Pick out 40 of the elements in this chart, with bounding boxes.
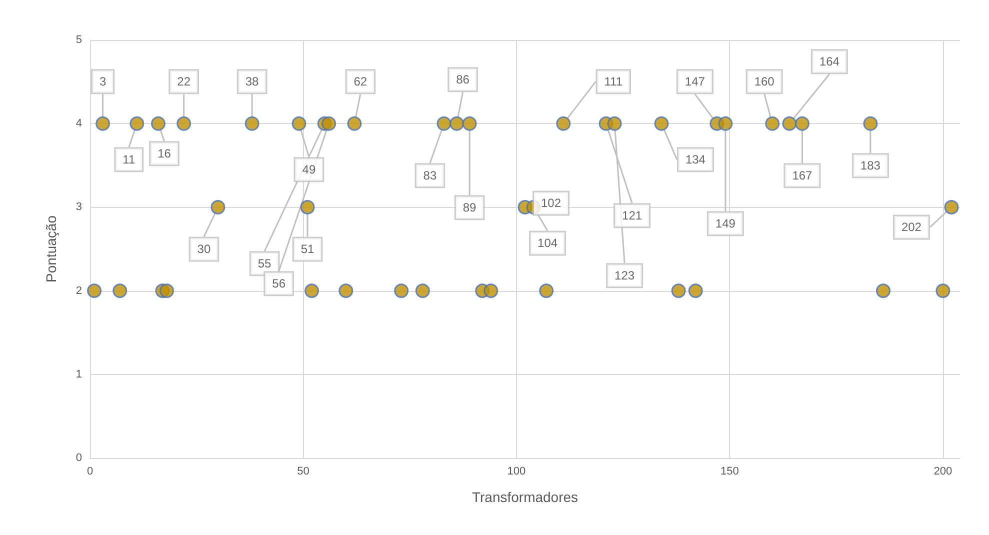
annotation: 22 — [177, 74, 191, 89]
annotation: 55 — [258, 256, 272, 271]
annotation: 160 — [754, 74, 775, 89]
annotation: 38 — [245, 74, 260, 89]
annotation: 56 — [272, 276, 286, 291]
y-tick-label: 5 — [76, 34, 82, 46]
annotation: 49 — [302, 162, 316, 177]
annotation: 30 — [197, 242, 211, 256]
annotation: 83 — [423, 168, 437, 183]
x-tick-label: 150 — [720, 466, 739, 478]
y-tick-label: 4 — [76, 118, 82, 130]
x-tick-label: 200 — [934, 466, 952, 478]
annotation: 147 — [684, 74, 706, 89]
annotation: 183 — [860, 158, 881, 173]
x-tick-label: 0 — [86, 466, 94, 478]
annotation: 62 — [354, 74, 368, 89]
annotation: 86 — [456, 72, 470, 87]
annotation: 164 — [819, 54, 840, 69]
annotation: 111 — [604, 74, 623, 89]
x-axis-title: Transformadores — [472, 489, 578, 505]
annotation: 121 — [622, 208, 642, 223]
annotation: 134 — [685, 152, 706, 167]
y-tick-label: 0 — [76, 452, 82, 464]
y-tick-label: 1 — [76, 368, 82, 380]
annotation: 202 — [901, 220, 922, 234]
x-tick-label: 50 — [297, 466, 310, 478]
x-tick-label: 100 — [507, 466, 526, 478]
annotation: 149 — [715, 216, 736, 231]
annotation: 16 — [158, 146, 172, 161]
annotation: 102 — [540, 196, 562, 210]
annotation: 123 — [614, 268, 635, 283]
annotation: 3 — [99, 74, 106, 89]
y-axis-title: Pontuação — [43, 215, 59, 282]
annotation: 11 — [122, 152, 136, 167]
annotation: 167 — [792, 168, 813, 183]
y-tick-label: 2 — [76, 284, 82, 297]
annotation: 51 — [300, 242, 314, 256]
annotation: 89 — [462, 200, 477, 215]
y-tick-label: 3 — [76, 201, 82, 214]
annotation: 104 — [538, 236, 558, 250]
